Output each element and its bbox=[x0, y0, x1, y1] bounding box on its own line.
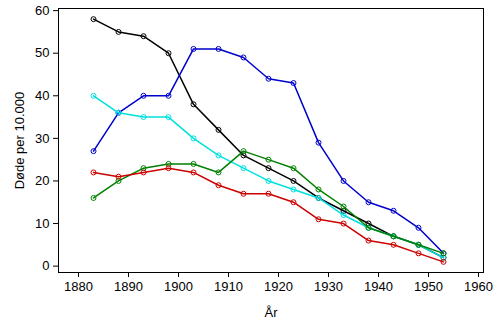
svg-text:1890: 1890 bbox=[114, 279, 143, 294]
svg-text:1930: 1930 bbox=[314, 279, 343, 294]
svg-text:0: 0 bbox=[42, 258, 49, 273]
svg-text:1910: 1910 bbox=[214, 279, 243, 294]
svg-text:1950: 1950 bbox=[414, 279, 443, 294]
svg-text:50: 50 bbox=[35, 45, 49, 60]
svg-text:1920: 1920 bbox=[264, 279, 293, 294]
svg-text:Døde per 10.000: Døde per 10.000 bbox=[12, 92, 27, 190]
svg-text:30: 30 bbox=[35, 131, 49, 146]
svg-text:60: 60 bbox=[35, 3, 49, 18]
svg-text:10: 10 bbox=[35, 216, 49, 231]
svg-text:40: 40 bbox=[35, 88, 49, 103]
svg-text:1940: 1940 bbox=[364, 279, 393, 294]
svg-text:1960: 1960 bbox=[464, 279, 493, 294]
svg-text:20: 20 bbox=[35, 173, 49, 188]
svg-text:1880: 1880 bbox=[64, 279, 93, 294]
svg-text:År: År bbox=[265, 305, 279, 320]
svg-text:1900: 1900 bbox=[164, 279, 193, 294]
